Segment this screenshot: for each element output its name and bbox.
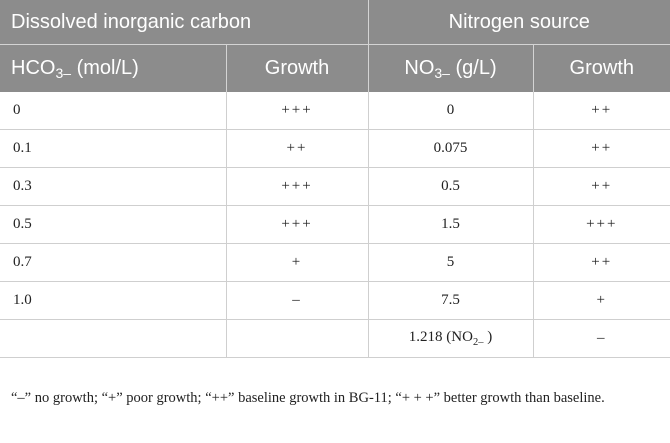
dic-growth-cell: +++ [226,167,369,206]
nitrogen-growth-cell: – [533,319,670,358]
no3-cell: 5 [368,243,534,282]
no3-cell: 0.5 [368,167,534,206]
growth-table: Dissolved inorganic carbon Nitrogen sour… [0,0,670,358]
column-header-row: HCO3– (mol/L) Growth NO3– (g/L) Growth [0,44,670,92]
hco3-column-header: HCO3– (mol/L) [0,44,227,92]
hco3-cell: 0.7 [0,243,227,282]
table-row: 1.0 – 7.5 + [0,281,670,320]
no2-cell: 1.218 (NO2– ) [368,319,534,358]
nitrogen-growth-cell: ++ [533,167,670,206]
hco3-cell: 0.1 [0,129,227,168]
nitrogen-growth-cell: ++ [533,129,670,168]
dic-growth-cell [226,319,369,358]
table-row: 0.1 ++ 0.075 ++ [0,129,670,168]
dic-growth-cell: ++ [226,129,369,168]
no3-column-header: NO3– (g/L) [368,44,534,92]
no3-cell: 0 [368,92,534,130]
nitrogen-growth-cell: + [533,281,670,320]
dic-growth-cell: – [226,281,369,320]
dic-growth-cell: +++ [226,92,369,130]
nitrogen-growth-column-header: Growth [533,44,670,92]
nitrogen-group-header: Nitrogen source [368,0,670,45]
group-header-row: Dissolved inorganic carbon Nitrogen sour… [0,0,670,45]
table-row: 0.5 +++ 1.5 +++ [0,205,670,244]
dic-group-header: Dissolved inorganic carbon [0,0,369,45]
table-row: 0.3 +++ 0.5 ++ [0,167,670,206]
hco3-cell: 0 [0,92,227,130]
hco3-cell: 0.3 [0,167,227,206]
no3-cell: 1.5 [368,205,534,244]
table-footnote: “–” no growth; “+” poor growth; “++” bas… [11,390,605,406]
hco3-cell [0,319,227,358]
table-row: 0 +++ 0 ++ [0,92,670,130]
dic-growth-column-header: Growth [226,44,369,92]
hco3-cell: 0.5 [0,205,227,244]
hco3-cell: 1.0 [0,281,227,320]
no3-cell: 0.075 [368,129,534,168]
no3-cell: 7.5 [368,281,534,320]
nitrogen-growth-cell: ++ [533,92,670,130]
table-row: 1.218 (NO2– ) – [0,319,670,358]
nitrogen-growth-cell: +++ [533,205,670,244]
dic-growth-cell: + [226,243,369,282]
nitrogen-growth-cell: ++ [533,243,670,282]
dic-growth-cell: +++ [226,205,369,244]
table-row: 0.7 + 5 ++ [0,243,670,282]
